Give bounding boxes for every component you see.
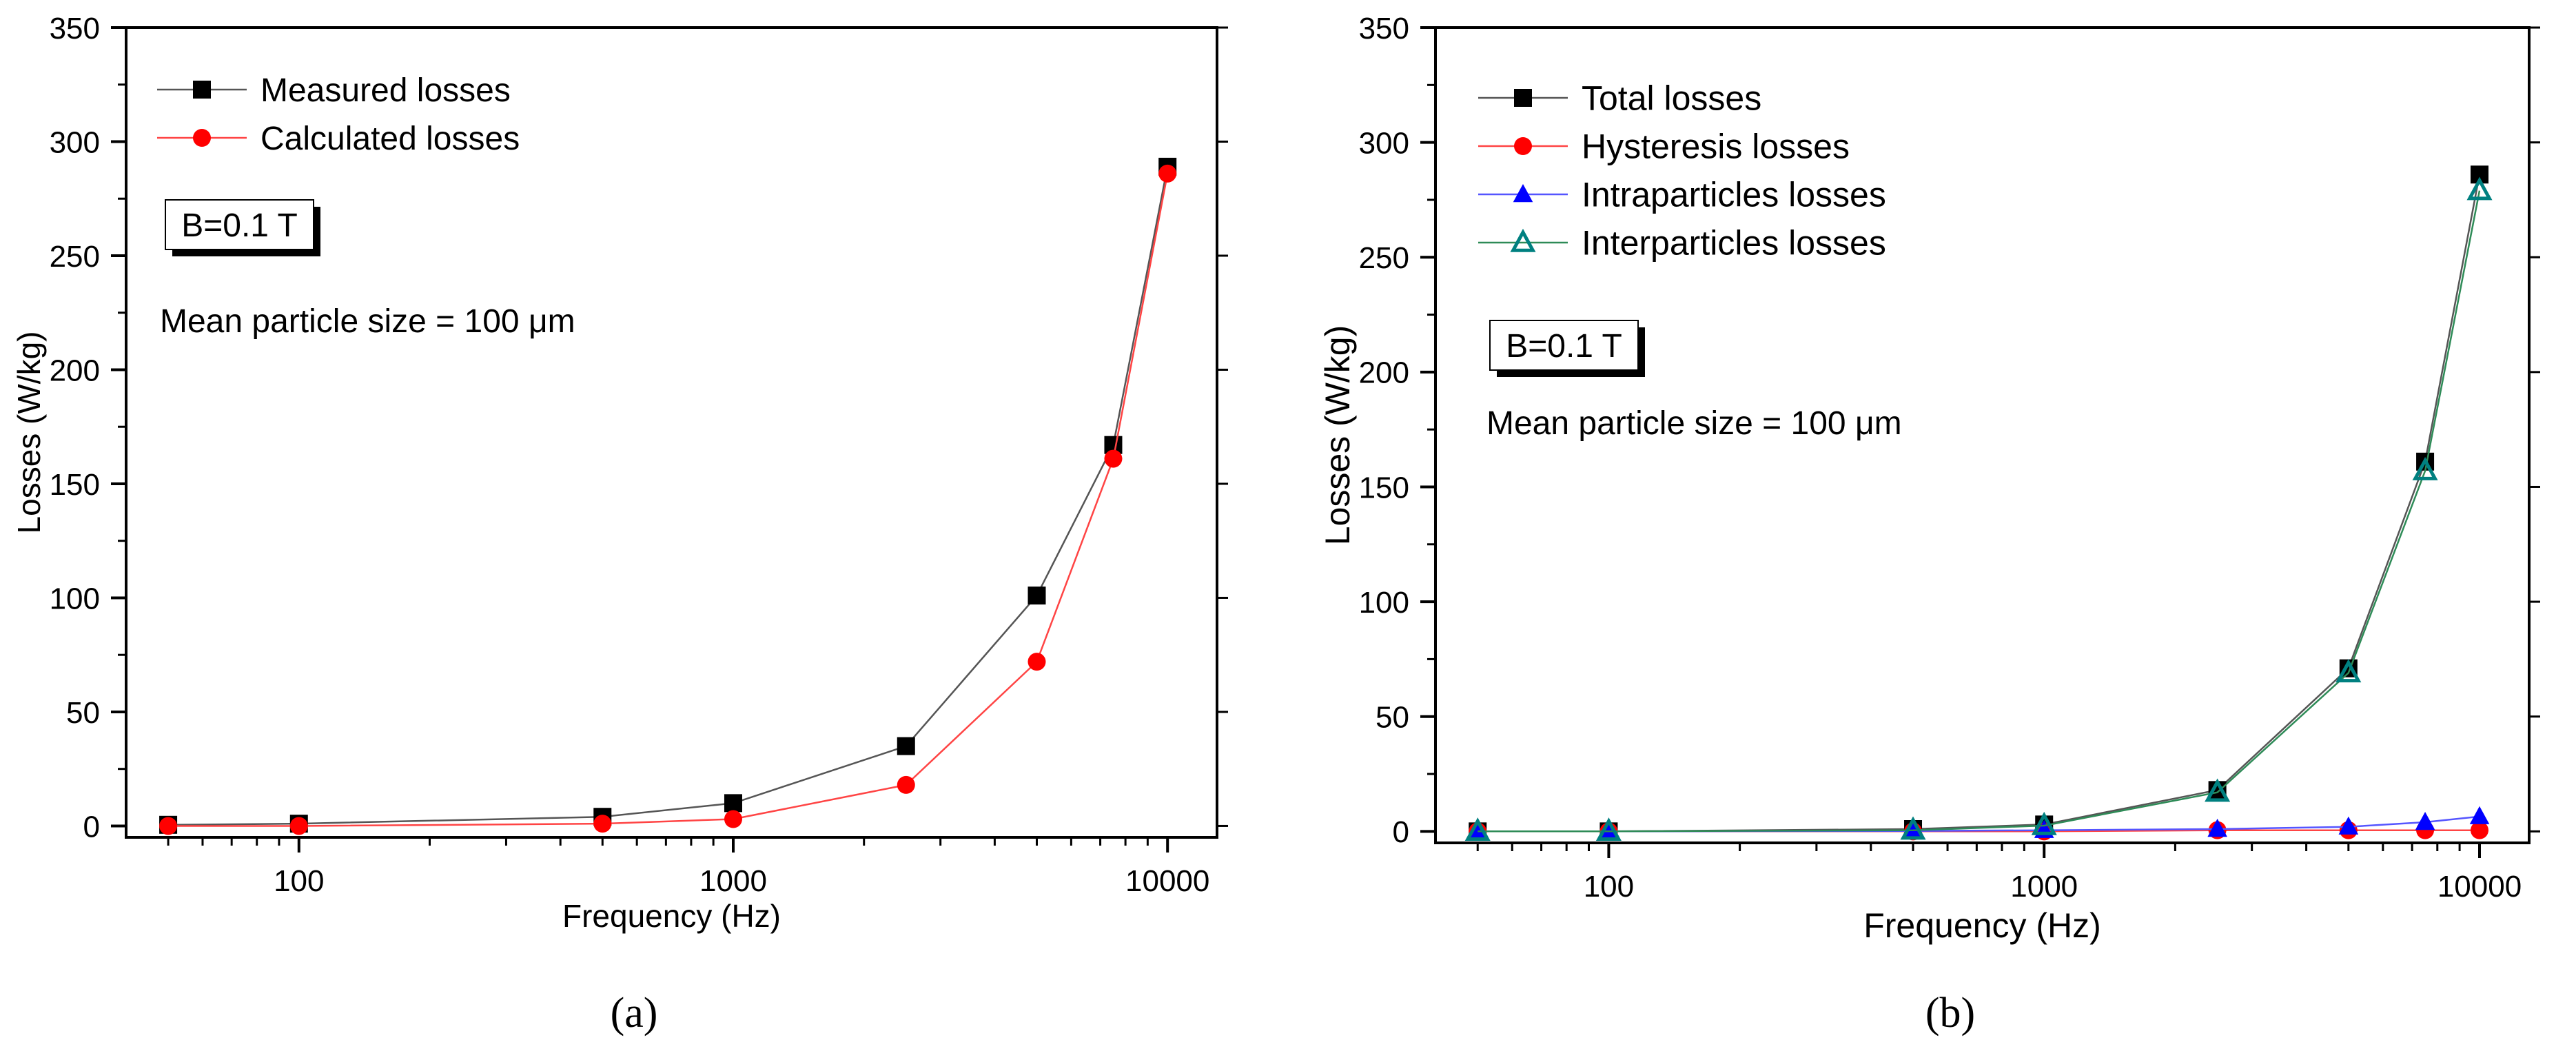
y-tick-label: 0 — [1393, 815, 1409, 849]
y-tick-label: 50 — [1376, 701, 1409, 735]
y-tick-label: 250 — [1359, 241, 1409, 275]
y-axis-label: Losses (W/kg) — [11, 331, 47, 534]
legend-marker — [1510, 228, 1536, 252]
y-tick-label: 100 — [1359, 586, 1409, 620]
legend-label: Calculated losses — [260, 121, 520, 157]
legend-marker — [1514, 137, 1532, 155]
y-tick-label: 100 — [50, 582, 100, 615]
x-tick-label: 100 — [274, 864, 324, 898]
y-tick-label: 300 — [1359, 126, 1409, 160]
y-tick-label: 350 — [1359, 12, 1409, 45]
legend-marker — [193, 129, 211, 147]
data-point — [159, 817, 178, 835]
annotation-box — [1489, 320, 1639, 371]
y-axis-label: Losses (W/kg) — [1318, 325, 1357, 546]
data-point — [289, 817, 308, 835]
legend-label: Measured losses — [260, 72, 511, 109]
y-tick-label: 50 — [66, 696, 100, 730]
x-tick-label: 10000 — [1125, 864, 1209, 898]
legend-label: Interparticles losses — [1582, 224, 1886, 263]
data-point — [2031, 811, 2057, 835]
plot-frame — [1434, 26, 2531, 844]
data-point — [2207, 819, 2227, 837]
data-point — [1158, 164, 1177, 183]
series-line-0 — [168, 166, 1169, 826]
data-point — [2338, 816, 2359, 835]
data-point — [2335, 659, 2362, 683]
data-point — [2469, 806, 2490, 824]
panel-caption: (a) — [611, 990, 658, 1037]
data-point — [1104, 449, 1123, 468]
data-point — [1467, 821, 1488, 839]
y-tick-label: 150 — [50, 468, 100, 502]
data-point — [593, 815, 612, 833]
legend-label: Intraparticles losses — [1582, 176, 1886, 214]
y-tick-label: 0 — [83, 810, 100, 844]
x-axis-label: Frequency (Hz) — [562, 898, 781, 934]
y-tick-label: 200 — [1359, 356, 1409, 390]
series-line-2 — [1478, 815, 2480, 833]
y-tick-label: 150 — [1359, 471, 1409, 504]
data-point — [2415, 812, 2435, 830]
data-point — [2471, 821, 2489, 839]
panel-caption: (b) — [1925, 990, 1975, 1037]
chart-panel-a: 0 50 100 150 200 250 300 350 100 1000 10000 Frequen… — [11, 12, 1228, 1037]
data-point — [1028, 586, 1046, 605]
y-tick-label: 200 — [50, 354, 100, 387]
plot-frame — [125, 26, 1218, 839]
legend-label: Hysteresis losses — [1582, 127, 1850, 166]
data-point — [2205, 778, 2231, 802]
data-point — [1900, 816, 1926, 840]
x-tick-label: 1000 — [2010, 870, 2078, 904]
legend-label: Total losses — [1582, 79, 1761, 118]
data-point — [897, 737, 915, 755]
data-point — [724, 810, 742, 828]
data-point — [1595, 817, 1622, 841]
legend-marker — [193, 81, 211, 99]
y-tick-label: 250 — [50, 240, 100, 274]
annotation-box-text: B=0.1 T — [181, 207, 298, 244]
data-point — [897, 775, 915, 794]
annotation-note: Mean particle size = 100 μm — [1486, 405, 1902, 442]
x-axis-label: Frequency (Hz) — [1863, 906, 2101, 945]
y-tick-label: 300 — [50, 125, 100, 159]
data-point — [2412, 456, 2438, 480]
annotation-note: Mean particle size = 100 μm — [160, 303, 575, 340]
x-tick-label: 1000 — [699, 864, 767, 898]
data-point — [1599, 821, 1619, 839]
data-point — [724, 794, 742, 813]
legend-marker — [1514, 89, 1532, 107]
y-tick-label: 350 — [50, 12, 100, 45]
annotation-box — [165, 199, 314, 250]
x-tick-label: 100 — [1584, 870, 1634, 904]
annotation-box-text: B=0.1 T — [1506, 328, 1622, 365]
x-tick-label: 10000 — [2437, 870, 2522, 904]
chart-panel-b: 0 50 100 150 200 250 300 350 100 1000 10000 Frequen… — [1318, 12, 2540, 1037]
series-line-0 — [1478, 174, 2481, 833]
series-line-3 — [1478, 190, 2481, 833]
data-point — [1028, 653, 1046, 671]
series-line-1 — [168, 173, 1169, 827]
legend-marker — [1513, 184, 1533, 203]
data-point — [2466, 176, 2493, 201]
data-point — [1464, 817, 1491, 841]
